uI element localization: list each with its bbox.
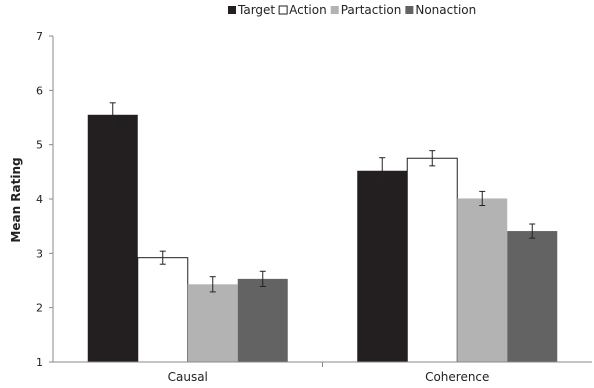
legend-swatch-target <box>228 6 236 14</box>
x-tick-label: Causal <box>168 370 208 384</box>
bar-target-coherence <box>357 170 408 362</box>
legend-swatch-action <box>278 5 288 15</box>
x-tick-label: Coherence <box>425 370 489 384</box>
y-tick-label: 5 <box>36 139 43 152</box>
bar-partaction-coherence <box>457 198 508 362</box>
bar-action-causal <box>137 257 189 363</box>
y-axis: 1 2 3 4 5 6 7 <box>36 30 54 369</box>
error-bars <box>109 102 536 293</box>
x-axis: Causal Coherence <box>53 361 592 384</box>
y-tick-label: 1 <box>36 356 43 369</box>
bar-nonaction-coherence <box>507 231 558 362</box>
legend-label-partaction: Partaction <box>341 3 402 17</box>
legend: Target Action Partaction Nonaction <box>228 3 476 17</box>
y-tick-label: 3 <box>36 247 43 260</box>
y-tick-label: 7 <box>36 30 43 43</box>
y-tick-label: 2 <box>36 302 43 315</box>
bar-target-causal <box>87 114 138 363</box>
legend-swatch-partaction <box>330 6 339 14</box>
bar-nonaction-causal <box>237 278 288 362</box>
y-axis-title: Mean Rating <box>9 157 23 242</box>
legend-swatch-nonaction <box>405 6 414 14</box>
y-tick-label: 6 <box>36 84 43 97</box>
bar-partaction-causal <box>187 284 238 362</box>
y-tick-label: 4 <box>36 193 43 206</box>
bars <box>87 114 558 363</box>
legend-label-nonaction: Nonaction <box>415 3 476 17</box>
bar-action-coherence <box>406 157 458 363</box>
legend-label-action: Action <box>289 3 327 17</box>
legend-label-target: Target <box>237 3 275 17</box>
